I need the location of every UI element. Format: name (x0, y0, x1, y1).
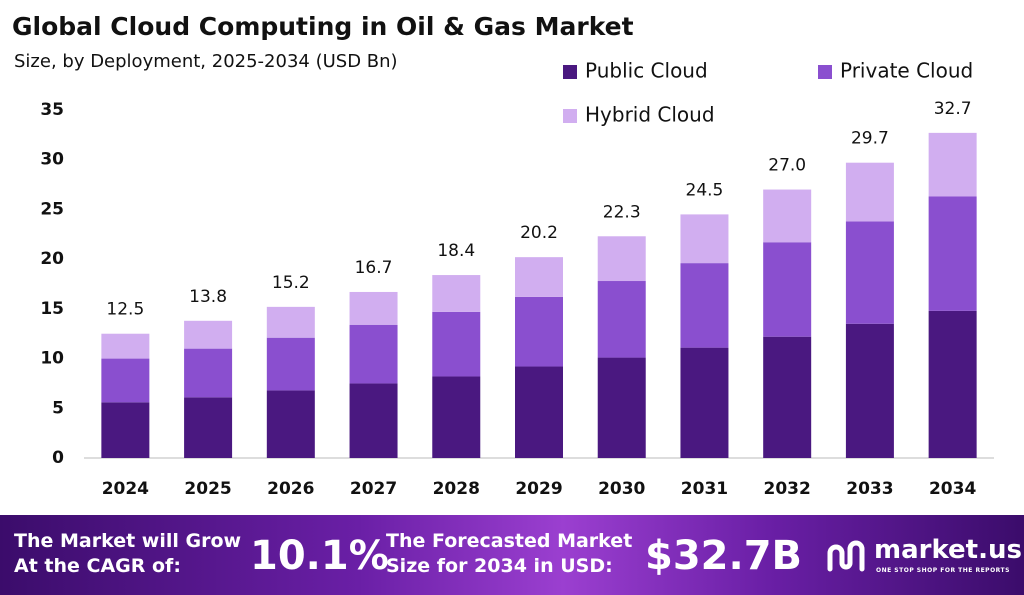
bar-segment (845, 162, 894, 222)
total-label: 24.5 (686, 180, 724, 200)
bar-segment (515, 296, 563, 367)
y-tick-label: 25 (40, 199, 64, 219)
x-tick-label: 2029 (515, 479, 562, 499)
forecast-text: Size for 2034 in USD: (386, 555, 613, 577)
total-label: 18.4 (437, 241, 475, 261)
total-label: 13.8 (189, 287, 227, 307)
bar-segment (349, 291, 398, 325)
legend-label: Public Cloud (585, 59, 708, 83)
footer-banner: The Market will Grow At the CAGR of: 10.… (0, 515, 1024, 595)
total-label: 22.3 (603, 202, 641, 222)
bar-segment (349, 383, 398, 458)
bar-segment (928, 310, 977, 458)
bar-segment (349, 324, 398, 384)
chart-subtitle: Size, by Deployment, 2025-2034 (USD Bn) (14, 51, 398, 72)
total-label: 12.5 (106, 300, 144, 320)
bar-segment (597, 357, 646, 458)
bar-segment (845, 323, 894, 458)
y-tick-label: 15 (40, 299, 64, 319)
bar-segment (763, 189, 812, 243)
x-tick-label: 2034 (929, 479, 976, 499)
brand: market.us (874, 535, 1022, 565)
bar-segment (266, 390, 315, 458)
y-tick-label: 0 (52, 448, 64, 468)
x-tick-label: 2026 (267, 479, 314, 499)
bar-segment (184, 397, 233, 458)
bar-segment (101, 358, 150, 403)
bar-segment (680, 214, 729, 264)
y-tick-label: 35 (40, 100, 64, 120)
legend-swatch (563, 109, 577, 123)
forecast-value: $32.7B (645, 533, 803, 579)
bar-segment (432, 376, 481, 458)
x-tick-label: 2024 (102, 479, 149, 499)
x-tick-label: 2032 (764, 479, 811, 499)
cagr-text: The Market will Grow (14, 530, 242, 552)
total-label: 16.7 (355, 258, 393, 278)
x-tick-label: 2025 (184, 479, 231, 499)
y-tick-label: 10 (40, 349, 64, 369)
bar-segment (184, 320, 233, 349)
x-tick-label: 2027 (350, 479, 397, 499)
bar-segment (432, 275, 481, 312)
total-label: 20.2 (520, 223, 558, 243)
x-tick-label: 2031 (681, 479, 728, 499)
bar-segment (928, 132, 977, 197)
bar-segment (515, 366, 563, 458)
x-tick-label: 2028 (433, 479, 480, 499)
legend-swatch (818, 65, 832, 79)
total-label: 32.7 (934, 99, 972, 119)
y-tick-label: 5 (52, 398, 64, 418)
bar-segment (597, 236, 646, 282)
y-tick-label: 30 (40, 150, 64, 170)
bar-segment (101, 333, 150, 359)
bar-segment (266, 306, 315, 338)
brand-logo (827, 540, 865, 572)
chart-title: Global Cloud Computing in Oil & Gas Mark… (12, 12, 634, 41)
bar-segment (515, 257, 563, 297)
legend-label: Private Cloud (840, 59, 973, 83)
total-label: 15.2 (272, 273, 310, 293)
x-tick-label: 2033 (846, 479, 893, 499)
bar-segment (845, 221, 894, 324)
bar-segment (763, 336, 812, 458)
brand-tagline: ONE STOP SHOP FOR THE REPORTS (876, 567, 1010, 574)
bar-segment (763, 242, 812, 337)
bar-segment (680, 347, 729, 458)
bar-segment (266, 337, 315, 391)
total-label: 29.7 (851, 129, 889, 149)
cagr-text: At the CAGR of: (14, 555, 181, 577)
legend-swatch (563, 65, 577, 79)
bar-segment (184, 348, 233, 398)
y-tick-label: 20 (40, 249, 64, 269)
bar-segment (680, 263, 729, 348)
total-label: 27.0 (768, 156, 806, 176)
chart: Global Cloud Computing in Oil & Gas Mark… (12, 12, 994, 499)
cagr-value: 10.1% (250, 533, 389, 579)
legend-label: Hybrid Cloud (585, 103, 715, 127)
bar-segment (597, 281, 646, 358)
forecast-text: The Forecasted Market (386, 530, 633, 552)
bar-segment (928, 196, 977, 311)
bar-segment (101, 402, 150, 458)
bar-segment (432, 311, 481, 377)
x-tick-label: 2030 (598, 479, 645, 499)
